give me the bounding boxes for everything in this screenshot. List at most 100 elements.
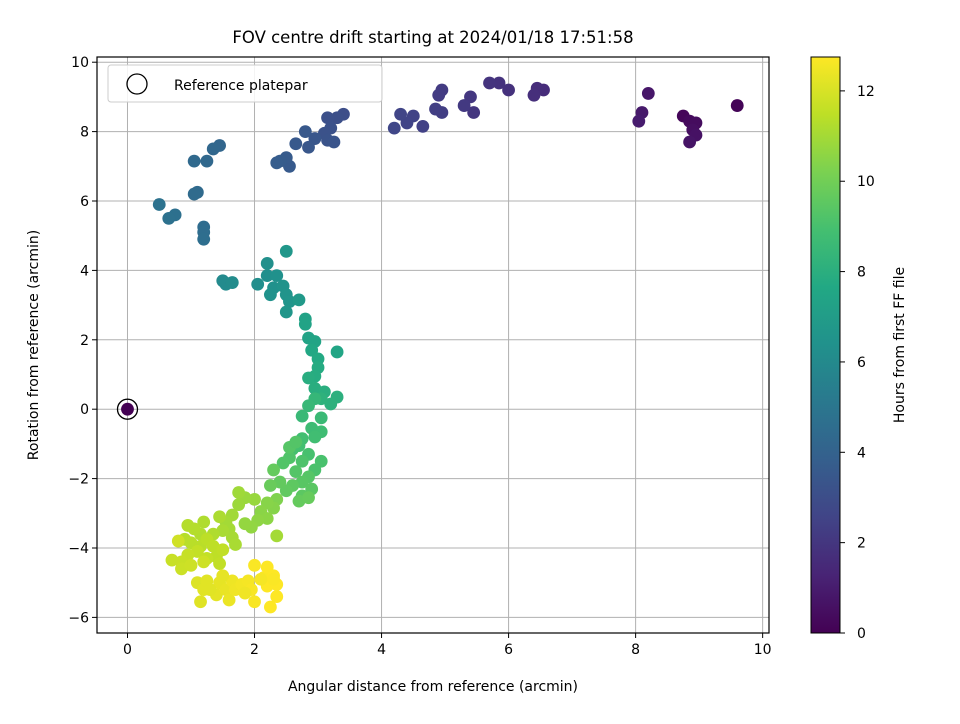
data-point — [248, 493, 261, 506]
data-point — [327, 135, 341, 149]
data-point — [121, 402, 134, 416]
data-point — [267, 463, 280, 477]
data-point — [467, 106, 481, 119]
data-point — [206, 142, 220, 156]
reference-platepar-marker — [116, 398, 139, 420]
data-point — [295, 409, 309, 423]
data-point — [238, 517, 252, 531]
colorbar-tick-label: 12 — [857, 84, 875, 100]
y-tick-label: 6 — [80, 194, 89, 210]
data-point — [330, 345, 344, 359]
data-point — [527, 88, 541, 102]
colorbar-tick-label: 6 — [857, 355, 866, 371]
data-point — [302, 491, 315, 505]
data-point — [416, 119, 430, 133]
data-point — [187, 154, 201, 168]
data-point — [279, 305, 293, 319]
colorbar-ticks: 0 2 4 6 8 10 12 — [840, 84, 875, 642]
data-point — [730, 99, 744, 112]
data-point — [267, 572, 280, 586]
legend-marker — [126, 73, 148, 95]
x-tick-label: 2 — [250, 642, 259, 658]
data-point — [194, 595, 207, 609]
data-point — [429, 102, 442, 116]
data-points — [116, 76, 744, 614]
data-point — [229, 538, 242, 551]
data-point — [254, 572, 268, 586]
data-point — [152, 198, 166, 211]
data-point — [279, 244, 293, 258]
y-tick-label: 10 — [71, 55, 89, 71]
data-point — [171, 534, 185, 548]
x-tick-label: 8 — [631, 642, 640, 658]
data-point — [492, 76, 506, 90]
data-point — [283, 295, 296, 309]
data-point — [302, 371, 315, 385]
data-point — [232, 486, 246, 499]
data-point — [387, 121, 401, 135]
y-axis-ticks: −6 −4 −2 0 2 4 6 8 10 — [68, 55, 97, 626]
data-point — [292, 293, 306, 307]
y-tick-label: −4 — [68, 541, 89, 557]
data-point — [260, 512, 274, 525]
data-point — [298, 125, 312, 139]
data-point — [197, 555, 211, 569]
data-point — [308, 430, 322, 444]
data-point — [289, 137, 303, 151]
legend-entry-reference-platepar: Reference platepar — [174, 78, 308, 94]
x-tick-label: 10 — [754, 642, 772, 658]
data-point — [270, 156, 284, 170]
data-point — [251, 277, 265, 291]
data-point — [225, 276, 239, 289]
grid — [97, 57, 769, 633]
data-point — [321, 111, 334, 125]
data-point — [197, 515, 211, 529]
data-point — [432, 88, 446, 102]
x-tick-label: 6 — [504, 642, 513, 658]
data-point — [263, 600, 277, 614]
data-point — [302, 140, 315, 154]
y-tick-label: 8 — [80, 125, 89, 141]
data-point — [213, 510, 226, 524]
data-point — [502, 83, 515, 97]
data-point — [260, 269, 274, 283]
x-axis-label: Angular distance from reference (arcmin) — [288, 679, 578, 695]
colorbar-tick-label: 8 — [857, 265, 866, 281]
data-point — [314, 411, 328, 425]
data-point — [263, 479, 277, 492]
plot-frame — [96, 56, 770, 634]
data-point — [632, 114, 646, 128]
y-tick-label: 0 — [80, 402, 89, 418]
data-point — [276, 456, 290, 470]
data-point — [263, 288, 277, 302]
data-point — [165, 553, 179, 567]
colorbar-label: Hours from first FF file — [892, 267, 908, 423]
data-point — [270, 529, 284, 543]
data-point — [232, 498, 246, 512]
data-point — [270, 590, 284, 603]
data-point — [457, 99, 471, 112]
data-point — [248, 558, 261, 572]
data-point — [270, 269, 284, 283]
data-point — [289, 465, 303, 479]
data-point — [302, 399, 315, 413]
data-point — [295, 454, 309, 468]
data-point — [222, 593, 236, 607]
data-point — [483, 76, 496, 90]
data-point — [197, 232, 211, 246]
y-tick-label: −6 — [68, 610, 89, 626]
data-point — [298, 317, 312, 331]
x-tick-label: 0 — [123, 642, 132, 658]
data-point — [683, 135, 697, 149]
data-point — [162, 211, 176, 225]
colorbar-tick-label: 4 — [857, 445, 866, 461]
data-point — [324, 397, 338, 411]
data-point — [260, 257, 274, 270]
data-point — [184, 558, 198, 572]
data-point — [200, 154, 214, 168]
data-point — [216, 569, 230, 583]
legend: Reference platepar — [107, 64, 383, 103]
y-axis-label: Rotation from reference (arcmin) — [26, 230, 42, 460]
data-point — [216, 543, 230, 557]
